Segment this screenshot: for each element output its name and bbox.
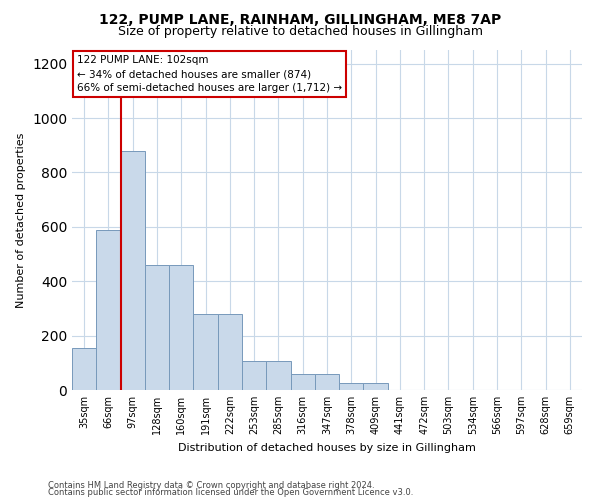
Text: Size of property relative to detached houses in Gillingham: Size of property relative to detached ho…: [118, 25, 482, 38]
Bar: [242, 362, 266, 390]
Text: Contains HM Land Registry data © Crown copyright and database right 2024.: Contains HM Land Registry data © Crown c…: [48, 480, 374, 490]
Bar: [218, 314, 242, 390]
Bar: [96, 230, 121, 390]
Bar: [121, 150, 145, 390]
Bar: [72, 348, 96, 390]
Bar: [169, 265, 193, 390]
Bar: [290, 374, 315, 390]
Text: 122 PUMP LANE: 102sqm
← 34% of detached houses are smaller (874)
66% of semi-det: 122 PUMP LANE: 102sqm ← 34% of detached …: [77, 55, 342, 93]
Y-axis label: Number of detached properties: Number of detached properties: [16, 132, 26, 308]
Text: Contains public sector information licensed under the Open Government Licence v3: Contains public sector information licen…: [48, 488, 413, 497]
Text: 122, PUMP LANE, RAINHAM, GILLINGHAM, ME8 7AP: 122, PUMP LANE, RAINHAM, GILLINGHAM, ME8…: [99, 12, 501, 26]
Bar: [193, 314, 218, 390]
Bar: [145, 265, 169, 390]
Bar: [315, 374, 339, 390]
X-axis label: Distribution of detached houses by size in Gillingham: Distribution of detached houses by size …: [178, 442, 476, 452]
Bar: [339, 383, 364, 390]
Bar: [364, 383, 388, 390]
Bar: [266, 362, 290, 390]
